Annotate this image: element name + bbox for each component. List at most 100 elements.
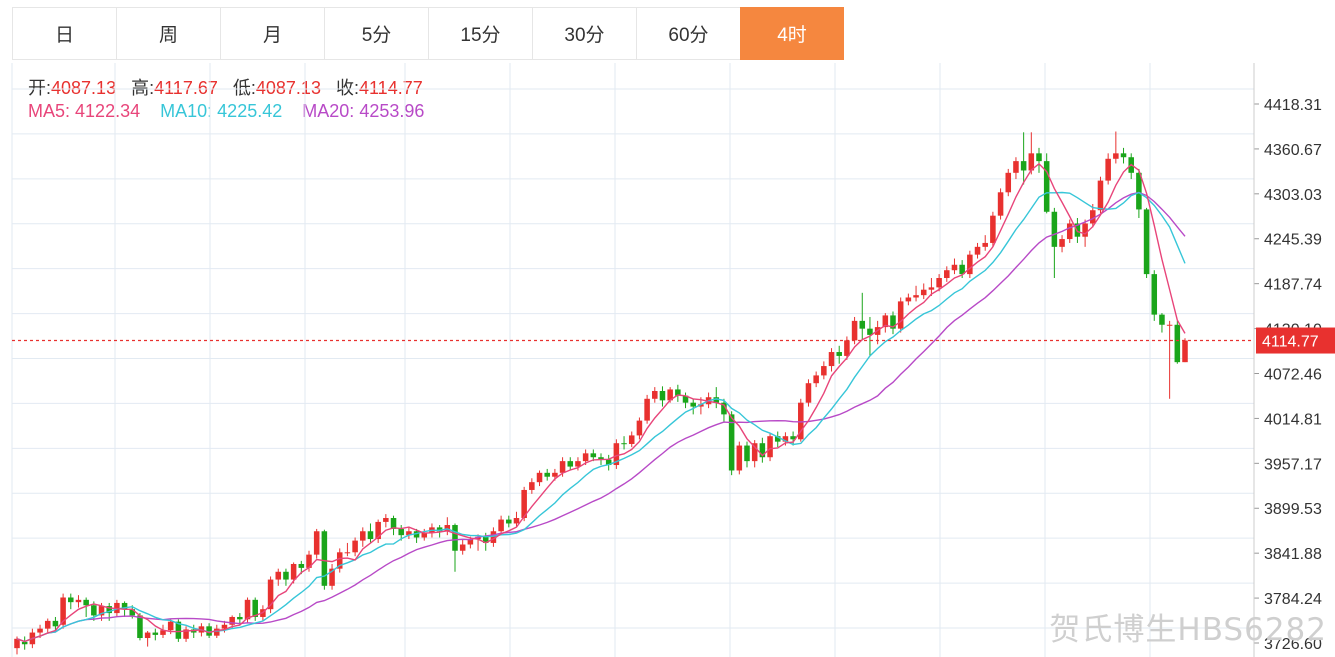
candle-body: [267, 579, 274, 610]
candle-body: [974, 246, 981, 255]
y-tick-label: 4072.46: [1264, 366, 1322, 383]
candle-body: [1151, 274, 1158, 315]
high-value: 4117.67: [154, 78, 218, 98]
candle-body: [75, 599, 82, 603]
y-tick-label: 3957.17: [1264, 456, 1322, 473]
ma20-label: MA20:: [302, 101, 355, 121]
candle-body: [406, 531, 412, 536]
ma5-value: 4122.34: [75, 101, 141, 121]
ma20-value: 4253.96: [359, 101, 425, 121]
candle-body: [21, 641, 28, 645]
candle-body: [967, 254, 973, 275]
candle-body: [1166, 324, 1173, 326]
candle-body: [982, 242, 988, 247]
candle-body: [137, 615, 143, 639]
candle-body: [675, 389, 681, 396]
y-tick-label: 4303.03: [1264, 187, 1322, 204]
candle-body: [1043, 161, 1050, 212]
candle-body: [867, 328, 873, 335]
candle-body: [68, 597, 74, 603]
candle-body: [298, 563, 305, 568]
candle-body: [1174, 324, 1181, 363]
candle-body: [790, 436, 796, 440]
candle-body: [183, 629, 189, 639]
candle-body: [329, 568, 335, 586]
candle-body: [390, 518, 397, 529]
candle-body: [1159, 314, 1165, 325]
candle-body: [452, 525, 458, 551]
candle-body: [621, 443, 627, 445]
high-label: 高:: [131, 78, 155, 98]
candle-body: [928, 287, 935, 290]
tab-1[interactable]: 周: [116, 7, 220, 60]
y-tick-label: 4360.67: [1264, 142, 1322, 159]
y-tick-label: 3726.60: [1264, 636, 1322, 653]
candle-body: [575, 461, 581, 467]
candle-body: [1013, 161, 1019, 173]
tab-6[interactable]: 60分: [636, 7, 740, 60]
candle-body: [467, 539, 474, 545]
watermark: 贺氏博生HBS6282: [1049, 612, 1327, 648]
tab-7[interactable]: 4时: [740, 7, 844, 60]
candle-body: [459, 544, 466, 551]
tab-3[interactable]: 5分: [324, 7, 428, 60]
tab-5[interactable]: 30分: [532, 7, 636, 60]
y-tick-label: 4014.81: [1264, 411, 1322, 428]
candle-body: [44, 620, 51, 629]
open-value: 4087.13: [51, 78, 117, 98]
candle-body: [605, 459, 612, 466]
candle-body: [498, 519, 504, 532]
candle-body: [490, 531, 497, 543]
candle-body: [1097, 180, 1104, 211]
candle-body: [521, 489, 527, 519]
close-value: 4114.77: [359, 78, 423, 98]
candle-body: [283, 571, 289, 580]
candle-body: [682, 395, 689, 403]
candle-body: [698, 404, 704, 407]
candle-body: [214, 628, 220, 636]
candle-body: [721, 402, 727, 415]
candle-body: [990, 215, 996, 243]
candle-body: [237, 616, 243, 620]
candle-body: [398, 528, 404, 536]
last-price-tag: [1256, 327, 1335, 354]
candle-body: [121, 602, 128, 610]
ma5-label: MA5:: [28, 101, 71, 121]
candle-body: [206, 626, 212, 636]
candle-body: [1020, 161, 1027, 171]
candle-body: [83, 599, 89, 606]
candle-body: [851, 320, 858, 341]
candle-body: [544, 472, 550, 477]
candle-body: [959, 264, 965, 275]
candle-body: [751, 443, 758, 462]
candle-body: [913, 295, 919, 298]
candle-body: [821, 366, 827, 376]
candle-body: [759, 443, 766, 458]
candle-body: [421, 532, 428, 538]
candle-body: [690, 402, 696, 407]
candle-body: [636, 420, 643, 436]
tab-4[interactable]: 15分: [428, 7, 532, 60]
tab-0[interactable]: 日: [12, 7, 116, 60]
candle-body: [897, 301, 904, 329]
candle-body: [160, 630, 166, 635]
tab-2[interactable]: 月: [220, 7, 324, 60]
candle-body: [644, 398, 650, 421]
period-tabs: 日周月 5分 15分 30分 60分 4时: [12, 7, 844, 60]
candle-body: [513, 518, 520, 524]
candle-body: [375, 521, 381, 540]
ma10-label: MA10:: [160, 101, 213, 121]
candle-body: [951, 264, 958, 271]
y-tick-label: 3841.88: [1264, 546, 1322, 563]
candle-body: [529, 482, 535, 490]
candle-body: [536, 472, 543, 483]
candle-body: [1090, 210, 1096, 224]
candle-body: [997, 192, 1004, 216]
open-label: 开:: [28, 78, 52, 98]
candle-body: [1082, 223, 1088, 237]
candle-body: [736, 445, 743, 471]
candle-body: [920, 289, 927, 296]
ma20-line: [16, 191, 1186, 643]
candle-body: [344, 552, 351, 554]
